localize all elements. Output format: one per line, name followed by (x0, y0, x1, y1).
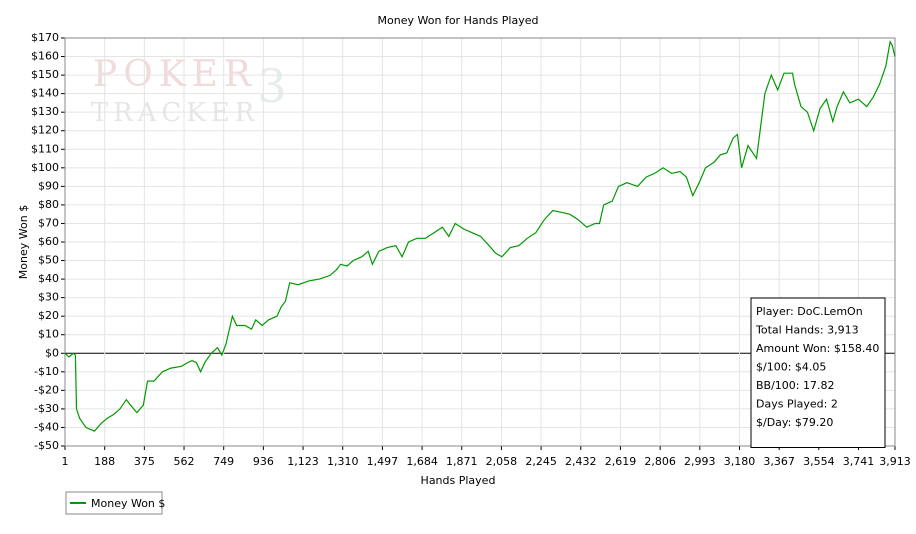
y-tick-label: $90 (38, 179, 59, 192)
info-text: $/100: $4.05 (756, 361, 826, 374)
y-tick-label: -$10 (34, 365, 59, 378)
y-tick-label: $140 (31, 87, 59, 100)
info-text: Days Played: 2 (756, 398, 838, 411)
x-tick-label: 188 (94, 455, 115, 468)
x-tick-label: 3,180 (724, 455, 756, 468)
y-tick-label: $0 (45, 346, 59, 359)
x-tick-label: 2,245 (525, 455, 557, 468)
y-tick-label: $70 (38, 216, 59, 229)
x-tick-label: 2,058 (486, 455, 518, 468)
x-tick-label: 562 (174, 455, 195, 468)
y-tick-label: $110 (31, 142, 59, 155)
y-tick-label: $120 (31, 124, 59, 137)
data-line (64, 39, 896, 432)
x-tick-label: 2,993 (684, 455, 716, 468)
y-tick-label: $170 (31, 31, 59, 44)
y-tick-label: $30 (38, 291, 59, 304)
y-tick-label: $10 (38, 328, 59, 341)
plot-border (64, 37, 896, 447)
x-tick-label: 3,554 (803, 455, 835, 468)
x-tick-label: 1,871 (446, 455, 478, 468)
x-tick-label: 3,913 (879, 455, 911, 468)
y-tick-label: -$30 (34, 402, 59, 415)
y-tick-label: $100 (31, 161, 59, 174)
chart-title: Money Won for Hands Played (378, 14, 539, 27)
watermark: POKER (93, 54, 257, 95)
y-tick-label: $80 (38, 198, 59, 211)
x-tick-label: 1,123 (287, 455, 319, 468)
x-tick-label: 3,367 (763, 455, 795, 468)
watermark: TRACKER (91, 98, 260, 128)
info-text: Amount Won: $158.40 (756, 342, 879, 355)
x-tick-label: 375 (134, 455, 155, 468)
x-tick-label: 936 (253, 455, 274, 468)
info-text: Player: DoC.LemOn (756, 305, 863, 318)
info-text: BB/100: 17.82 (756, 379, 835, 392)
y-tick-label: $160 (31, 50, 59, 63)
y-tick-label: $150 (31, 68, 59, 81)
y-tick-label: $60 (38, 235, 59, 248)
watermark: 3 (257, 59, 286, 113)
y-tick-label: $130 (31, 105, 59, 118)
x-tick-label: 2,806 (644, 455, 676, 468)
info-text: Total Hands: 3,913 (755, 324, 859, 337)
x-tick-label: 749 (213, 455, 234, 468)
info-box (750, 297, 886, 448)
x-tick-label: 1,684 (406, 455, 438, 468)
info-text: $/Day: $79.20 (756, 416, 833, 429)
x-axis-label: Hands Played (421, 474, 496, 487)
y-tick-label: $50 (38, 254, 59, 267)
legend-label: Money Won $ (91, 497, 165, 510)
x-tick-label: 1,497 (367, 455, 399, 468)
x-tick-label: 1 (62, 455, 69, 468)
x-tick-label: 1,310 (327, 455, 359, 468)
y-tick-label: $40 (38, 272, 59, 285)
y-tick-label: -$40 (34, 420, 59, 433)
x-tick-label: 3,741 (843, 455, 875, 468)
y-axis-label: Money Won $ (17, 205, 30, 279)
x-tick-label: 2,619 (605, 455, 637, 468)
y-tick-label: -$20 (34, 383, 59, 396)
legend-box (65, 491, 163, 515)
y-tick-label: -$50 (34, 439, 59, 452)
y-tick-label: $20 (38, 309, 59, 322)
x-tick-label: 2,432 (565, 455, 597, 468)
